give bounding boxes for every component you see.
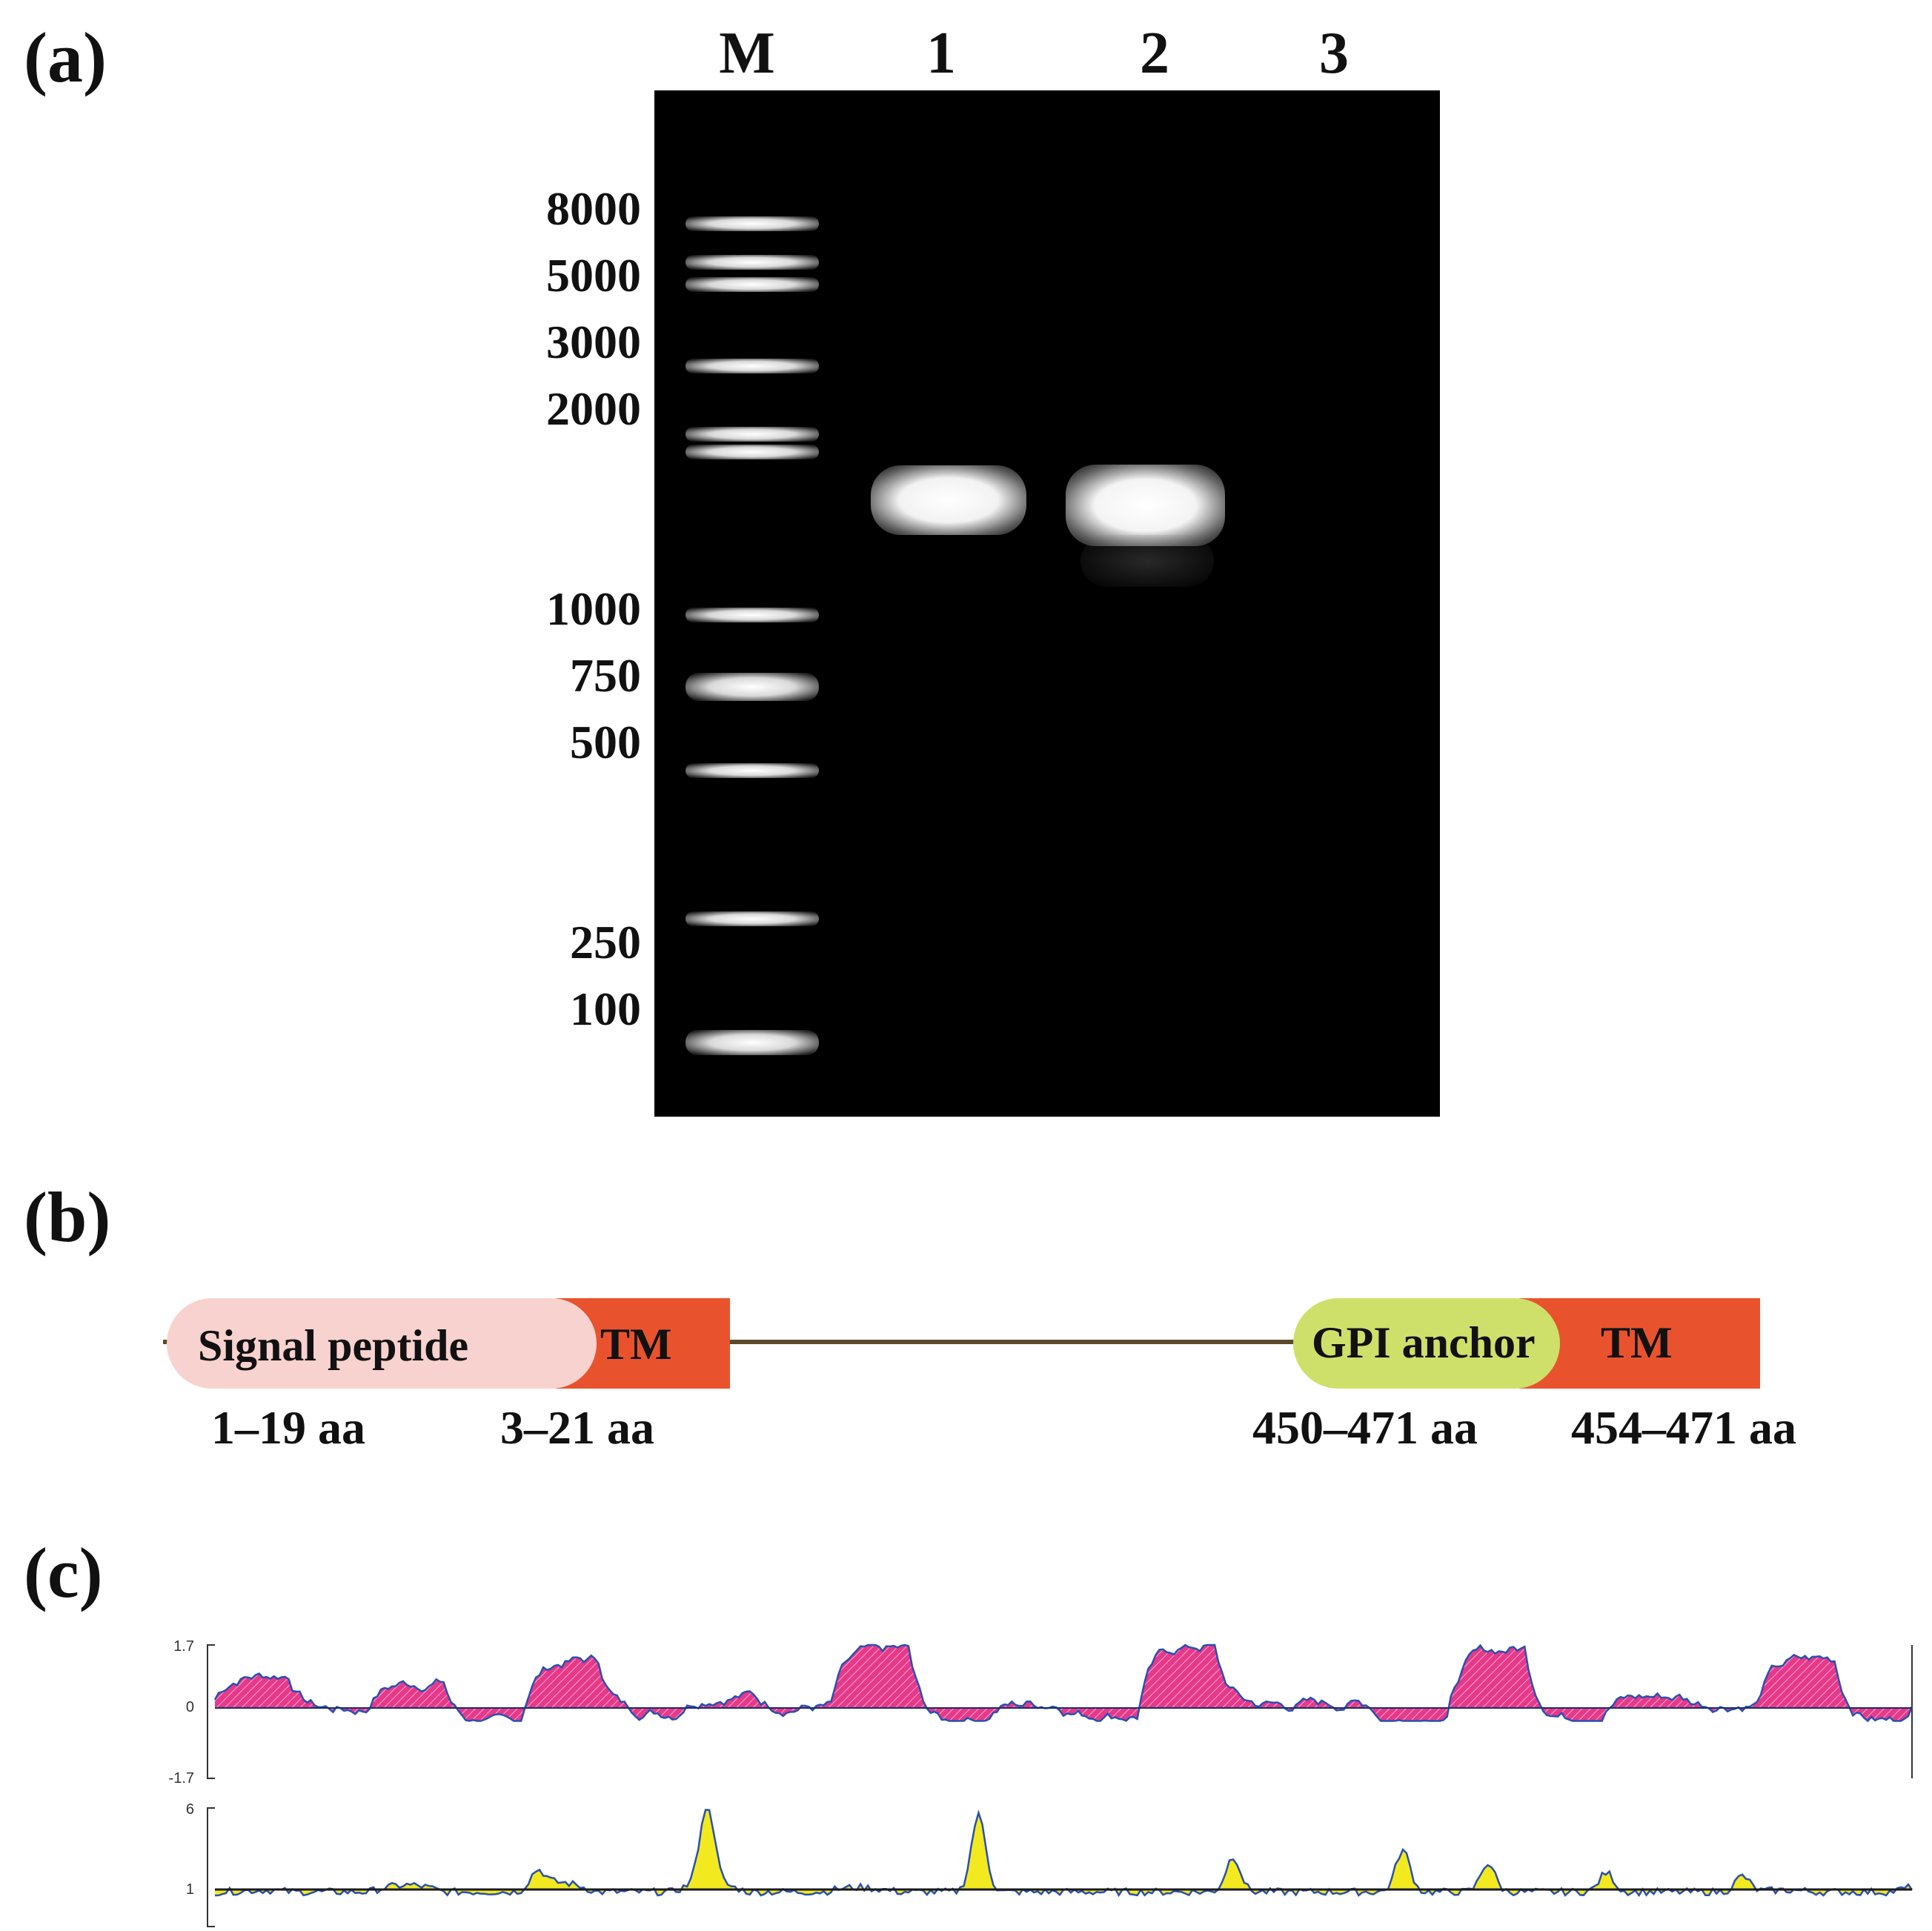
bottom-profile-axis: 6 1 xyxy=(186,1801,215,1927)
tm-domain-2-range: 454–471 aa xyxy=(1571,1401,1796,1454)
top-profile-fill xyxy=(215,1645,1912,1721)
top-tick-max: 1.7 xyxy=(173,1638,194,1655)
lane-2-smear xyxy=(1080,535,1214,587)
signal-peptide-domain: Signal peptide xyxy=(167,1298,597,1389)
lane-1-band xyxy=(871,465,1026,535)
ladder-band-250 xyxy=(686,911,819,926)
ladder-band-5000 xyxy=(686,255,819,270)
top-profile-axis: 1.7 0 -1.7 xyxy=(169,1638,1913,1787)
signal-peptide-label: Signal peptide xyxy=(198,1321,469,1370)
lane-label-2: 2 xyxy=(1140,21,1169,86)
ladder-label-500: 500 xyxy=(570,716,641,768)
profile-plots: 1.7 0 -1.7 6 1 xyxy=(169,1638,1913,1927)
ladder-label-2000: 2000 xyxy=(546,382,641,435)
signal-peptide-range: 1–19 aa xyxy=(211,1401,365,1454)
ladder-band-3000 xyxy=(686,359,819,373)
lane-2-band xyxy=(1066,465,1225,546)
top-tick-zero: 0 xyxy=(186,1699,194,1715)
backbone-line xyxy=(730,1340,1308,1344)
ladder-label-250: 250 xyxy=(570,916,641,968)
ladder-band-5000b xyxy=(686,277,819,292)
gpi-anchor-label: GPI anchor xyxy=(1312,1318,1536,1367)
gel-image xyxy=(654,90,1440,1117)
gpi-anchor-range: 450–471 aa xyxy=(1252,1401,1478,1454)
top-profile-line xyxy=(213,1643,1913,1723)
lane-label-3: 3 xyxy=(1319,21,1349,86)
ladder-label-5000: 5000 xyxy=(546,249,641,302)
ladder-band-500 xyxy=(686,763,819,778)
gpi-anchor-domain: GPI anchor xyxy=(1293,1298,1560,1389)
ladder-band-100 xyxy=(686,1030,819,1055)
ladder-label-3000: 3000 xyxy=(546,316,641,368)
ladder-band-1000 xyxy=(686,608,819,622)
lane-label-1: 1 xyxy=(926,21,956,86)
bottom-tick-base: 1 xyxy=(186,1881,194,1898)
tm-domain-2-label: TM xyxy=(1601,1318,1673,1367)
bottom-tick-max: 6 xyxy=(186,1801,194,1818)
bottom-profile-line xyxy=(214,1809,1913,1898)
ladder-label-100: 100 xyxy=(570,983,641,1035)
ladder-label-8000: 8000 xyxy=(546,182,641,235)
top-tick-min: -1.7 xyxy=(169,1770,194,1787)
panel-b-label: (b) xyxy=(24,1177,111,1257)
tm-domain-1-range: 3–21 aa xyxy=(500,1401,654,1454)
bottom-profile-fill xyxy=(215,1809,1912,1895)
ladder-band-8000 xyxy=(686,216,819,231)
ladder-band-750 xyxy=(686,673,819,701)
ladder-label-1000: 1000 xyxy=(546,582,641,635)
lane-label-m: M xyxy=(719,21,775,86)
panel-a-label: (a) xyxy=(24,18,107,97)
tm-domain-1-label: TM xyxy=(600,1320,672,1369)
panel-c-label: (c) xyxy=(24,1533,103,1612)
ladder-band-2000b xyxy=(686,445,819,459)
ladder-band-2000 xyxy=(686,427,819,442)
ladder-label-750: 750 xyxy=(570,649,641,702)
